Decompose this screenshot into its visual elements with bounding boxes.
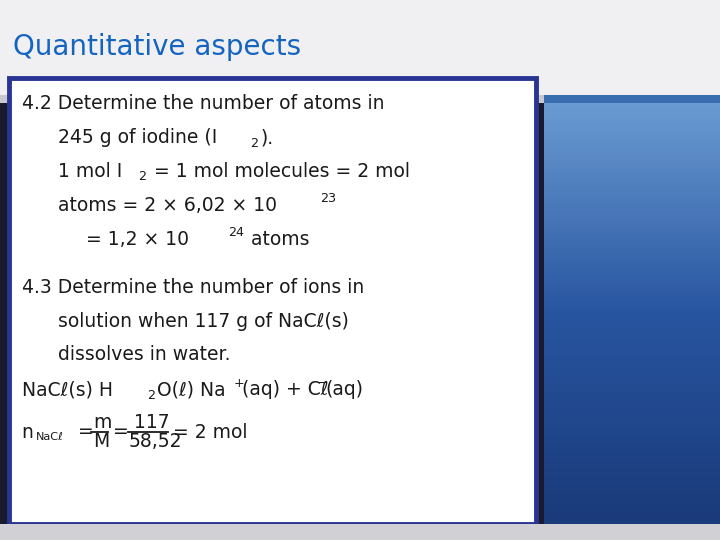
Text: ).: ). bbox=[261, 128, 274, 147]
Text: dissolves in water.: dissolves in water. bbox=[58, 345, 230, 364]
FancyBboxPatch shape bbox=[0, 0, 720, 94]
Text: 2: 2 bbox=[148, 389, 156, 402]
FancyBboxPatch shape bbox=[0, 524, 720, 540]
Text: =: = bbox=[113, 422, 129, 442]
Text: (aq) + Cℓ: (aq) + Cℓ bbox=[242, 380, 328, 400]
Text: +: + bbox=[233, 377, 244, 390]
Text: = 1 mol molecules = 2 mol: = 1 mol molecules = 2 mol bbox=[148, 161, 410, 181]
Text: m: m bbox=[94, 413, 112, 432]
Text: 1 mol I: 1 mol I bbox=[58, 161, 122, 181]
Text: n: n bbox=[22, 422, 33, 442]
Text: = 2 mol: = 2 mol bbox=[173, 422, 247, 442]
Text: Quantitative aspects: Quantitative aspects bbox=[13, 33, 301, 61]
Text: atoms = 2 × 6,02 × 10: atoms = 2 × 6,02 × 10 bbox=[58, 195, 276, 215]
FancyBboxPatch shape bbox=[544, 94, 720, 540]
Text: 24: 24 bbox=[228, 226, 244, 239]
Text: NaCℓ: NaCℓ bbox=[36, 433, 64, 442]
Text: M: M bbox=[94, 432, 110, 451]
Text: =: = bbox=[78, 422, 94, 442]
Text: 2: 2 bbox=[251, 137, 258, 150]
Text: 2: 2 bbox=[138, 170, 146, 183]
Text: O(ℓ) Na: O(ℓ) Na bbox=[157, 380, 225, 400]
Text: 23: 23 bbox=[320, 192, 336, 205]
Text: NaCℓ(s) H: NaCℓ(s) H bbox=[22, 380, 112, 400]
Text: atoms: atoms bbox=[245, 230, 310, 249]
Text: 58,52: 58,52 bbox=[128, 432, 181, 451]
Text: 4.3 Determine the number of ions in: 4.3 Determine the number of ions in bbox=[22, 278, 364, 297]
Text: solution when 117 g of NaCℓ(s): solution when 117 g of NaCℓ(s) bbox=[58, 312, 348, 331]
Text: 4.2 Determine the number of atoms in: 4.2 Determine the number of atoms in bbox=[22, 94, 384, 113]
Text: = 1,2 × 10: = 1,2 × 10 bbox=[86, 230, 189, 249]
FancyBboxPatch shape bbox=[0, 94, 720, 103]
Text: 117: 117 bbox=[134, 413, 169, 432]
Text: 245 g of iodine (I: 245 g of iodine (I bbox=[58, 128, 217, 147]
Text: (aq): (aq) bbox=[325, 380, 364, 400]
FancyBboxPatch shape bbox=[9, 78, 536, 524]
Text: −: − bbox=[317, 377, 328, 390]
